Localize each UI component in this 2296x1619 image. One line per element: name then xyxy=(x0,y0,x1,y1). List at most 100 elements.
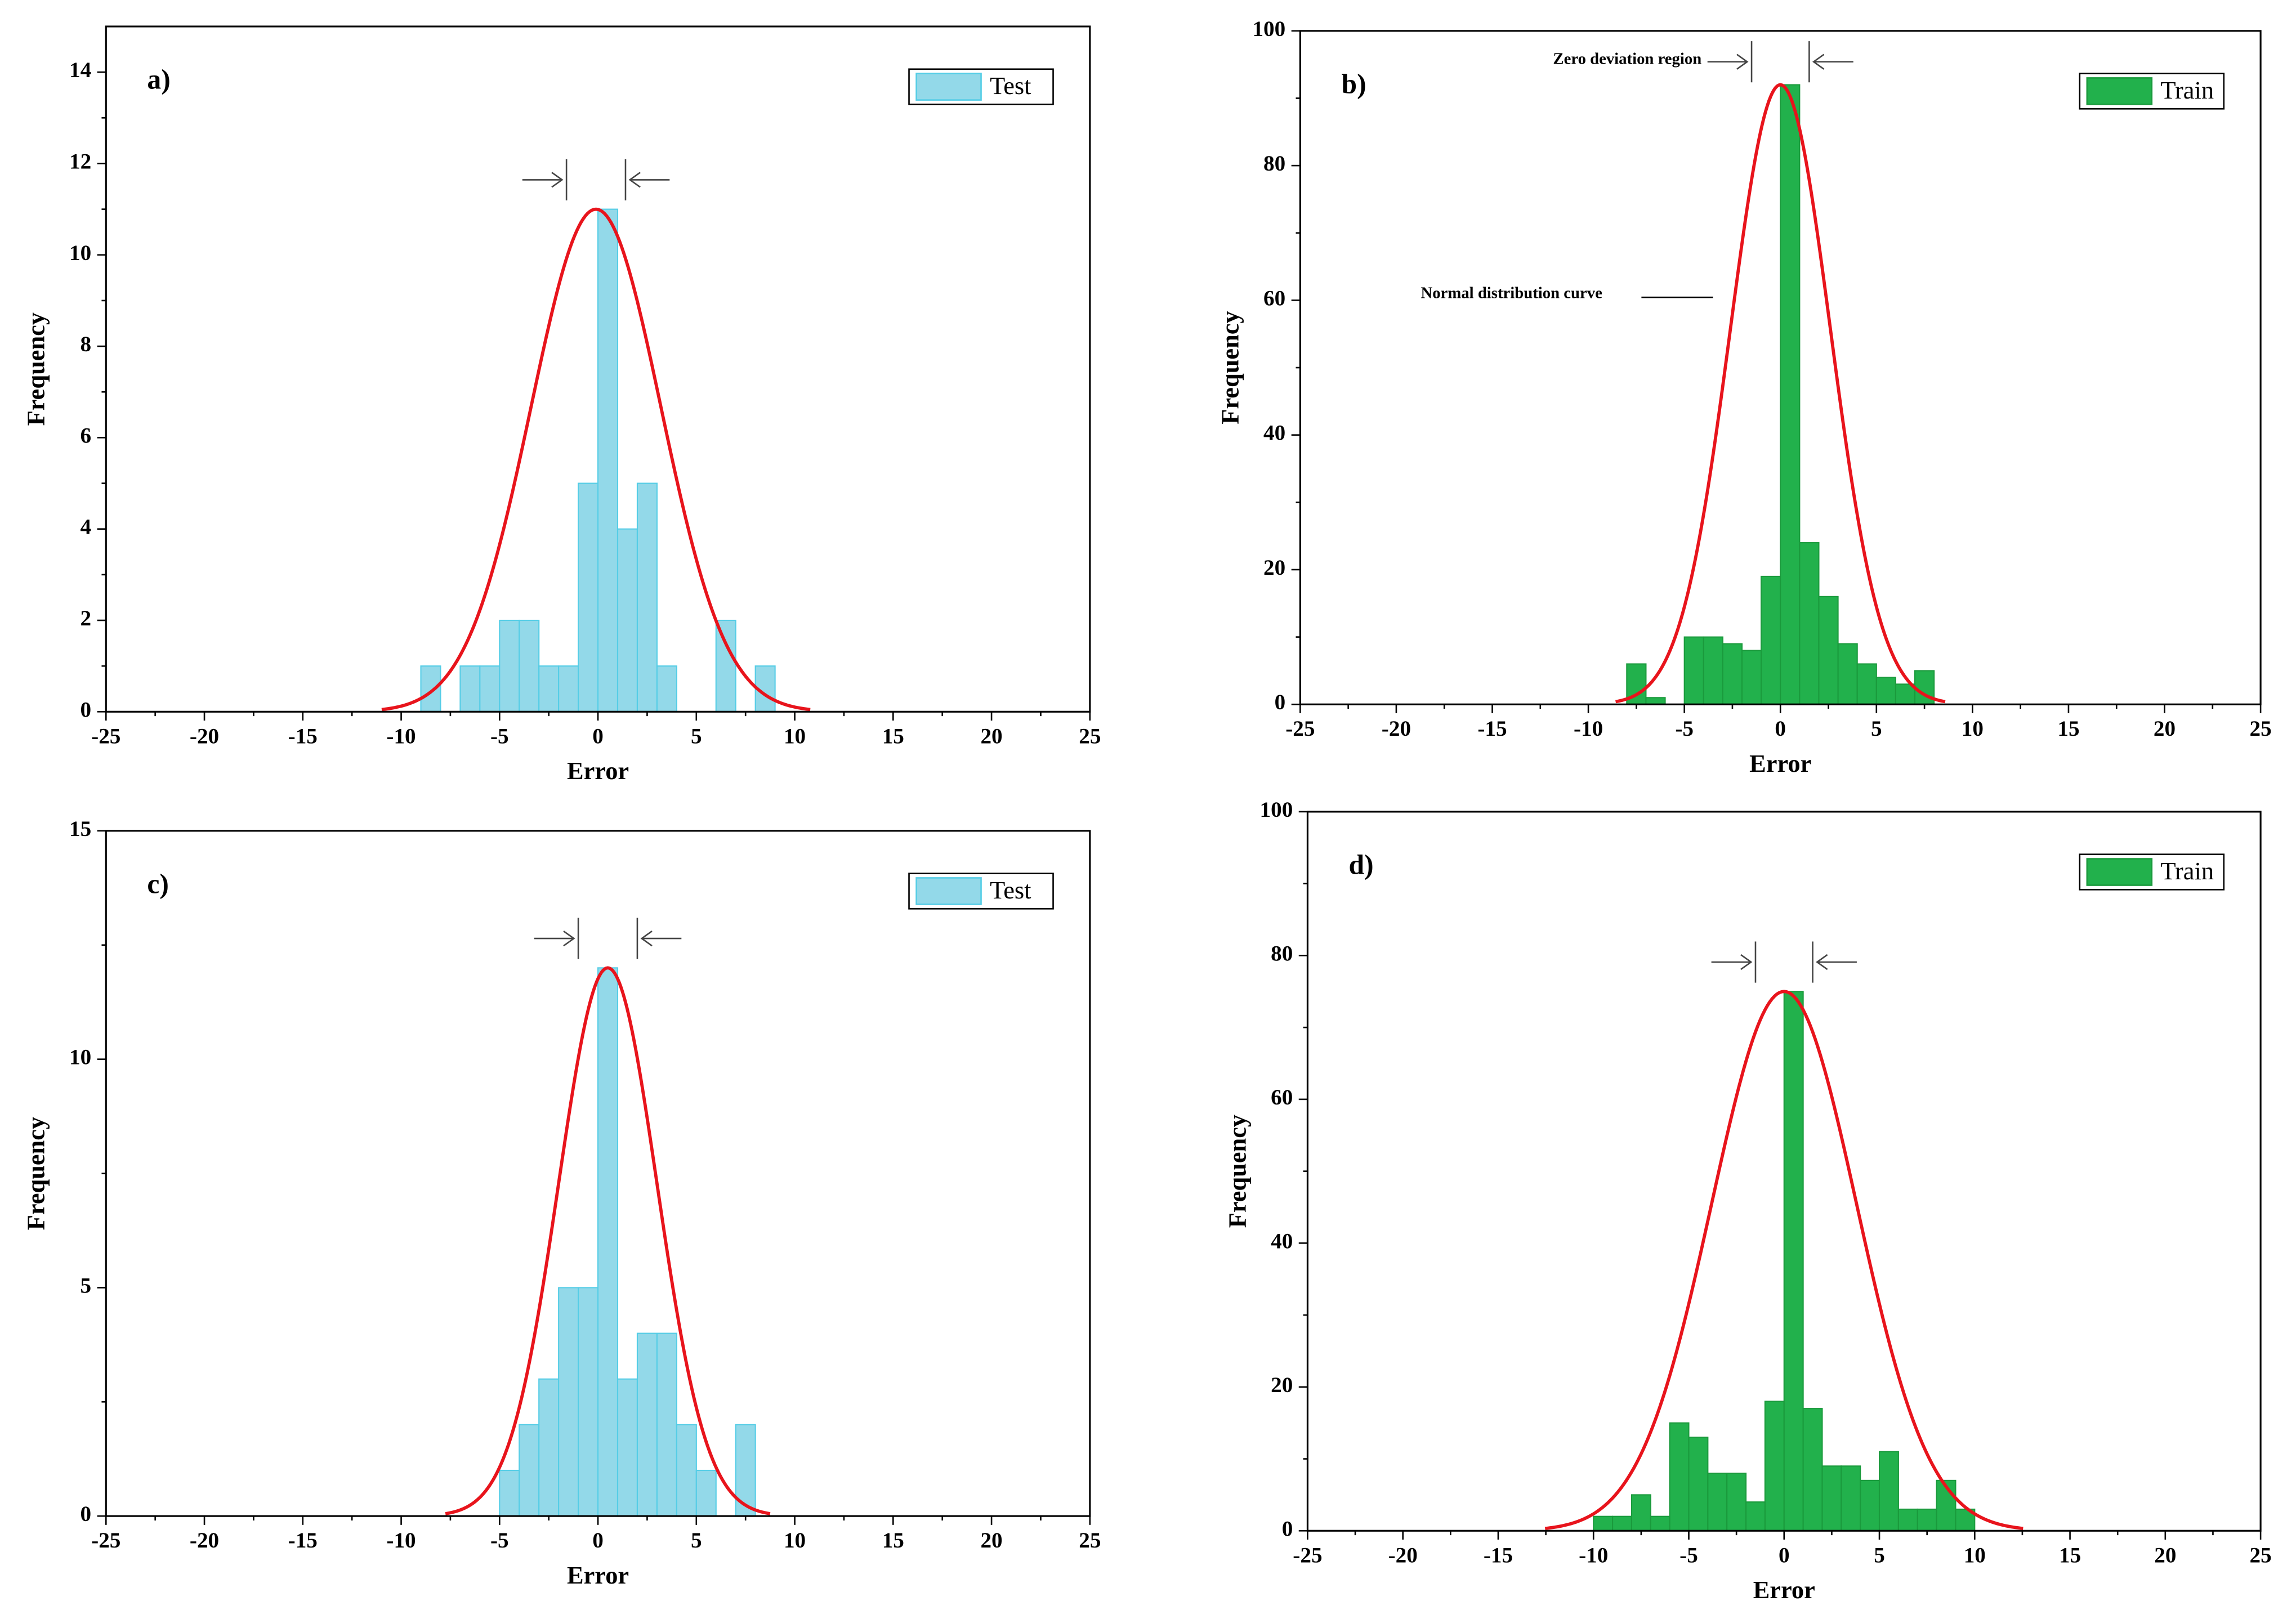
legend-label: Train xyxy=(2160,857,2214,885)
legend-swatch xyxy=(2086,858,2153,886)
x-tick-label: 20 xyxy=(980,1528,1002,1553)
x-tick-label: 20 xyxy=(2154,1543,2176,1567)
bar xyxy=(420,665,441,713)
x-tick-label: -10 xyxy=(386,724,416,748)
bar xyxy=(1897,1508,1918,1532)
y-tick-label: 80 xyxy=(1271,941,1293,965)
bar xyxy=(1707,1473,1728,1532)
y-tick-label: 60 xyxy=(1263,286,1285,310)
x-tick-label: 25 xyxy=(2250,1543,2272,1567)
bar xyxy=(1745,1501,1766,1532)
bar xyxy=(1688,1437,1709,1532)
fit-curve xyxy=(1615,83,1946,704)
bar xyxy=(479,665,501,713)
x-tick-label: 25 xyxy=(1079,1528,1101,1553)
arrow xyxy=(640,930,682,947)
bar xyxy=(1631,1494,1651,1532)
bar xyxy=(695,1469,717,1517)
panel-label: c) xyxy=(147,869,169,900)
bar xyxy=(1669,1422,1690,1532)
panel: -25 -20 -15 -10 -5 0 5 10 15 20 25 0 20 40 60 80 100 Erro… xyxy=(1223,798,2271,1604)
x-tick-label: -15 xyxy=(288,724,318,748)
bar xyxy=(1726,1473,1747,1532)
x-tick-label: -10 xyxy=(386,1528,416,1553)
x-tick-label: -5 xyxy=(1679,1543,1698,1567)
x-tick-label: 10 xyxy=(784,724,806,748)
x-tick-label: 15 xyxy=(2059,1543,2081,1567)
bar xyxy=(1917,1508,1937,1532)
bar xyxy=(1875,677,1896,705)
bar xyxy=(1856,663,1877,705)
bar xyxy=(1783,991,1804,1532)
y-tick-label: 10 xyxy=(69,1045,91,1070)
x-tick-label: -20 xyxy=(190,1528,219,1553)
bar xyxy=(459,665,481,713)
arrow xyxy=(1812,53,1853,70)
x-tick-label: -15 xyxy=(1484,1543,1513,1567)
bar xyxy=(617,528,638,713)
bar xyxy=(1645,697,1666,705)
bar xyxy=(1703,636,1723,705)
x-tick-label: -25 xyxy=(91,724,120,748)
bar xyxy=(1722,643,1743,705)
y-tick-label: 0 xyxy=(81,697,92,722)
x-tick-label: -5 xyxy=(1675,717,1694,741)
x-tick-label: 0 xyxy=(1775,717,1786,741)
y-tick-label: 14 xyxy=(69,58,91,82)
y-tick-label: 2 xyxy=(81,606,92,630)
arrow xyxy=(1816,954,1857,970)
y-tick-label: 8 xyxy=(81,332,92,356)
x-tick-label: -5 xyxy=(490,724,509,748)
y-tick-label: 5 xyxy=(81,1273,92,1298)
annotation: Zero deviation region xyxy=(1553,50,1701,68)
x-tick-label: -10 xyxy=(1579,1543,1608,1567)
x-tick-label: -20 xyxy=(1382,717,1411,741)
bar xyxy=(1936,1479,1956,1532)
x-tick-label: 25 xyxy=(2250,717,2272,741)
y-axis-label: Frequency xyxy=(1216,311,1244,424)
arrow xyxy=(522,172,564,188)
bar xyxy=(519,619,540,713)
x-tick-label: 5 xyxy=(691,1528,702,1553)
y-tick-label: 20 xyxy=(1263,556,1285,580)
x-tick-label: 0 xyxy=(592,1528,604,1553)
y-tick-label: 10 xyxy=(69,241,91,265)
x-tick-label: 25 xyxy=(1079,724,1101,748)
arrow xyxy=(1707,53,1749,70)
y-tick-label: 100 xyxy=(1260,798,1293,822)
panel-label: d) xyxy=(1349,849,1374,880)
arrow xyxy=(534,930,575,947)
panel: -25 -20 -15 -10 -5 0 5 10 15 20 25 0 20 40 60 80 100 Erro… xyxy=(1216,17,2271,777)
x-tick-label: 5 xyxy=(1874,1543,1885,1567)
bar xyxy=(735,1424,756,1517)
x-tick-label: 0 xyxy=(592,724,604,748)
y-tick-label: 40 xyxy=(1263,421,1285,445)
arrow xyxy=(628,172,670,188)
bar xyxy=(1818,596,1839,705)
bar xyxy=(1764,1401,1785,1532)
x-tick-label: 5 xyxy=(691,724,702,748)
fit-curve xyxy=(445,966,771,1515)
annotation: Normal distribution curve xyxy=(1421,284,1602,302)
bar xyxy=(597,967,619,1517)
x-tick-label: 15 xyxy=(882,724,904,748)
bar xyxy=(499,1469,520,1517)
x-tick-label: -25 xyxy=(1285,717,1315,741)
bar xyxy=(715,619,736,713)
y-tick-label: 12 xyxy=(69,149,91,173)
bar xyxy=(636,482,658,713)
bar xyxy=(1612,1515,1632,1532)
bar xyxy=(558,1287,579,1517)
x-tick-label: 15 xyxy=(2057,717,2079,741)
legend-label: Test xyxy=(990,71,1031,100)
y-tick-label: 0 xyxy=(81,1502,92,1526)
y-tick-label: 80 xyxy=(1263,151,1285,176)
legend-swatch xyxy=(915,877,982,905)
bar xyxy=(636,1332,658,1517)
bar xyxy=(1878,1451,1899,1532)
y-tick-label: 0 xyxy=(1282,1517,1293,1541)
x-tick-label: 10 xyxy=(1964,1543,1986,1567)
bar xyxy=(558,665,579,713)
